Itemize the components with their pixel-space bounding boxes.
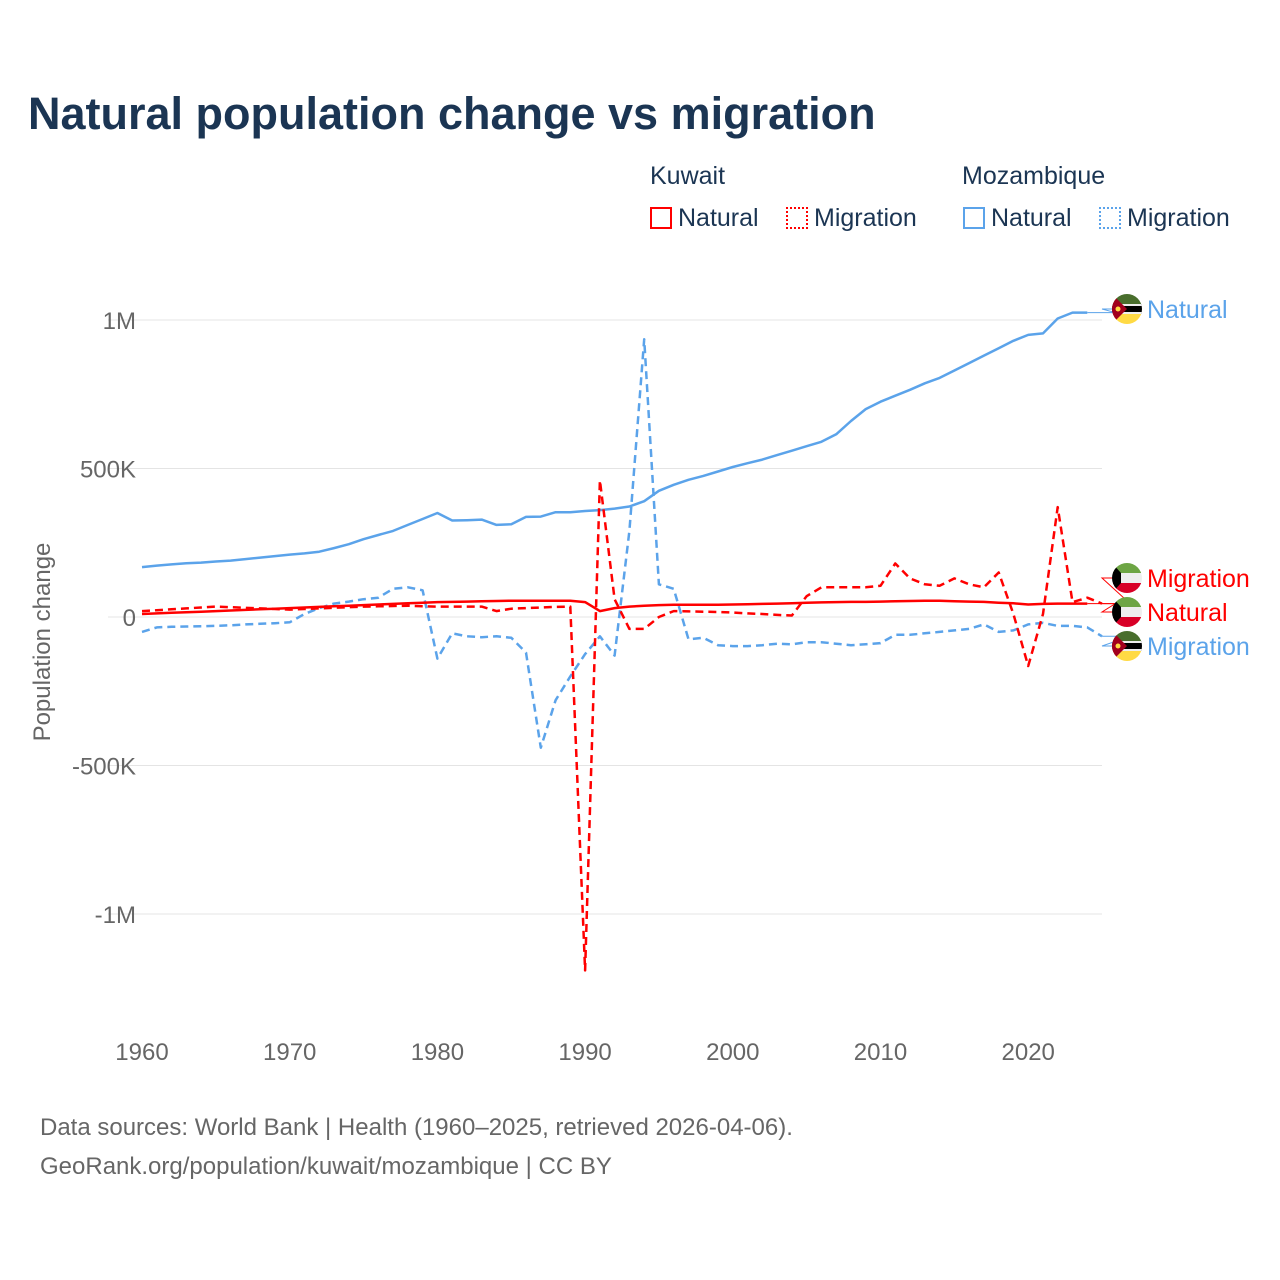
x-tick-label: 1980 (411, 1039, 464, 1066)
flag-trapezoid (1112, 563, 1121, 593)
flag-stripe (1112, 649, 1142, 651)
flag-stripe (1112, 583, 1142, 593)
flag-stripe (1112, 631, 1142, 641)
chart-title: Natural population change vs migration (28, 88, 876, 139)
legend-kuwait-migration[interactable]: Migration (786, 204, 917, 233)
flag-trapezoid (1112, 597, 1121, 627)
label-connector (1087, 308, 1116, 314)
legend-swatch-solid (963, 207, 985, 229)
mozambique-natural-line (141, 311, 1088, 569)
source-note: Data sources: World Bank | Health (1960–… (40, 1108, 793, 1186)
end-label: Migration (1147, 633, 1250, 661)
x-tick-label: 2000 (706, 1039, 759, 1066)
kuwait-migration-line (141, 479, 1103, 972)
flag-stripe (1112, 597, 1142, 607)
x-tick-label: 2010 (854, 1039, 907, 1066)
x-tick-label: 1960 (115, 1039, 168, 1066)
mozambique-migration-line (141, 338, 1103, 749)
flag-body (1112, 294, 1142, 324)
flag-stripe (1112, 563, 1142, 573)
flag-stripe (1112, 641, 1142, 643)
legend-group-mozambique: Mozambique (962, 162, 1106, 190)
y-tick-label: 0 (123, 605, 136, 632)
flag-stripe (1112, 651, 1142, 661)
flag-stripe (1112, 294, 1142, 304)
x-tick-label: 1990 (558, 1039, 611, 1066)
y-tick-label: 1M (103, 308, 136, 335)
y-tick-label: -1M (95, 902, 136, 929)
mozambique-flag-icon (1112, 294, 1142, 324)
kuwait-natural-line (141, 599, 1088, 616)
y-tick-label: 500K (80, 457, 136, 484)
x-tick-label: 2020 (1002, 1039, 1055, 1066)
kuwait-flag-icon (1112, 597, 1142, 627)
flag-stripe (1112, 617, 1142, 627)
end-label: Natural (1147, 296, 1228, 324)
end-label: Migration (1147, 565, 1250, 593)
flag-stripe (1112, 607, 1142, 617)
flag-body (1112, 631, 1142, 661)
legend-label: Natural (678, 204, 759, 232)
flag-stripe (1112, 573, 1142, 583)
flag-star (1115, 643, 1121, 649)
legend-label: Migration (1127, 204, 1230, 232)
x-tick-label: 1970 (263, 1039, 316, 1066)
source-line-2[interactable]: GeoRank.org/population/kuwait/mozambique… (40, 1153, 612, 1180)
legend-group-kuwait: Kuwait (650, 162, 726, 190)
legend-swatch-dotted (786, 207, 808, 229)
flag-star (1115, 306, 1121, 312)
source-line-1: Data sources: World Bank | Health (1960–… (40, 1114, 793, 1141)
legend-swatch-dotted (1099, 207, 1121, 229)
flag-stripe (1112, 304, 1142, 306)
flag-body (1112, 563, 1142, 593)
flag-stripe (1112, 314, 1142, 324)
mozambique-flag-icon (1112, 631, 1142, 661)
y-tick-label: -500K (72, 754, 136, 781)
legend-mozambique-migration[interactable]: Migration (1099, 204, 1230, 233)
legend-mozambique-natural[interactable]: Natural (963, 204, 1072, 233)
label-connector (1087, 603, 1118, 613)
legend-kuwait-natural[interactable]: Natural (650, 204, 759, 233)
flag-stripe (1112, 312, 1142, 314)
legend-swatch-solid (650, 207, 672, 229)
legend-label: Natural (991, 204, 1072, 232)
kuwait-flag-icon (1112, 563, 1142, 593)
end-label: Natural (1147, 599, 1228, 627)
flag-body (1112, 597, 1142, 627)
y-axis-label: Population change (29, 543, 56, 742)
legend-label: Migration (814, 204, 917, 232)
